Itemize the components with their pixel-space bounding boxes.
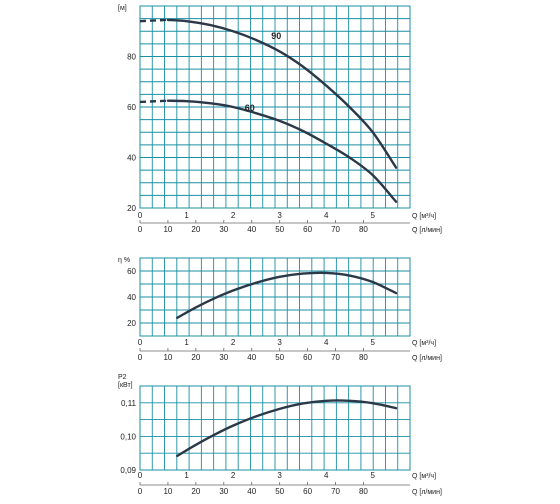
x-tick-label: 2 (231, 471, 236, 480)
x2-tick-label: 40 (247, 353, 256, 362)
x2-tick-label: 50 (275, 487, 284, 496)
x2-tick-label: 50 (275, 353, 284, 362)
y-tick-label: 0,10 (120, 432, 136, 441)
x-axis-label: Q [м³/ч] (412, 473, 436, 480)
x-tick-label: 3 (277, 338, 282, 347)
x2-tick-label: 80 (359, 353, 368, 362)
x2-tick-label: 30 (219, 487, 228, 496)
series-dashed-segment (139, 18, 168, 23)
series-label-90: 90 (271, 31, 281, 41)
x-tick-label: 4 (324, 211, 329, 220)
x2-tick-label: 60 (303, 487, 312, 496)
x2-tick-label: 50 (275, 225, 284, 234)
x2-tick-label: 20 (191, 353, 200, 362)
y-tick-label: 40 (127, 293, 136, 302)
x2-tick-label: 70 (331, 487, 340, 496)
x2-tick-label: 20 (191, 487, 200, 496)
x-tick-label: 0 (138, 211, 143, 220)
y-axis-label: [м] (118, 5, 127, 12)
x2-tick-label: 20 (191, 225, 200, 234)
x-tick-label: 1 (184, 471, 189, 480)
x-tick-label: 3 (277, 471, 282, 480)
y-tick-label: 40 (127, 154, 136, 163)
x2-tick-label: 40 (247, 225, 256, 234)
x2-tick-label: 0 (138, 225, 143, 234)
x-tick-label: 5 (371, 338, 376, 347)
series-line-60 (166, 99, 398, 203)
x2-tick-label: 10 (163, 225, 172, 234)
series-line-90 (166, 18, 398, 169)
x2-tick-label: 70 (331, 353, 340, 362)
plot-frame (139, 257, 411, 337)
x2-axis-label: Q [л/мин] (412, 489, 442, 496)
x-tick-label: 4 (324, 471, 329, 480)
x2-tick-label: 60 (303, 353, 312, 362)
x-tick-label: 0 (138, 338, 143, 347)
series-line-1 (176, 271, 398, 319)
y-axis-label: η % (118, 257, 130, 264)
x-tick-label: 2 (231, 338, 236, 347)
plot-frame (139, 5, 411, 209)
y-axis-label: P2 (118, 374, 127, 381)
x-tick-label: 1 (184, 211, 189, 220)
x2-tick-label: 0 (138, 487, 143, 496)
x-tick-label: 1 (184, 338, 189, 347)
y-tick-label: 0,11 (121, 399, 137, 408)
x-tick-label: 0 (138, 471, 143, 480)
x-axis-label: Q [м³/ч] (412, 340, 436, 347)
x-tick-label: 2 (231, 211, 236, 220)
x-tick-label: 5 (371, 471, 376, 480)
y-tick-label: 0,09 (120, 466, 136, 475)
y-tick-label: 60 (127, 267, 136, 276)
x2-tick-label: 10 (163, 353, 172, 362)
x2-tick-label: 30 (219, 353, 228, 362)
chart-2: 20 40 60 η % 0 1 2 3 4 5 Q [м³/ч] 0 10 20 30 40 50 60 70 80… (118, 257, 442, 362)
x2-tick-label: 0 (138, 353, 143, 362)
x-tick-label: 3 (277, 211, 282, 220)
y-axis-label-2: [кВт] (118, 382, 133, 389)
x2-tick-label: 10 (163, 487, 172, 496)
y-tick-label: 20 (127, 319, 136, 328)
x2-axis-label: Q [л/мин] (412, 355, 442, 362)
plot-frame (139, 385, 411, 471)
x2-tick-label: 30 (219, 225, 228, 234)
x2-tick-label: 80 (359, 225, 368, 234)
x2-axis-label: Q [л/мин] (412, 227, 442, 234)
x2-tick-label: 40 (247, 487, 256, 496)
x2-tick-label: 80 (359, 487, 368, 496)
series-dashed-segment (139, 99, 168, 104)
y-tick-label: 20 (127, 204, 136, 213)
x-axis-label: Q [м³/ч] (412, 213, 436, 220)
x-tick-label: 4 (324, 338, 329, 347)
x2-tick-label: 70 (331, 225, 340, 234)
series-label-60: 60 (245, 103, 255, 113)
chart-3: 0,09 0,10 0,11 P2[кВт] 0 1 2 3 4 5 Q [м³/ч] 0 10 20 30… (118, 374, 442, 496)
y-tick-label: 60 (127, 103, 136, 112)
series-line-1 (176, 399, 398, 458)
chart-1: 20 40 60 80 [м] 0 1 2 3 4 5 Q [м³/ч] 0 10 20 30 40 50 60 70… (118, 5, 442, 234)
y-tick-label: 80 (127, 53, 136, 62)
x2-tick-label: 60 (303, 225, 312, 234)
x-tick-label: 5 (371, 211, 376, 220)
